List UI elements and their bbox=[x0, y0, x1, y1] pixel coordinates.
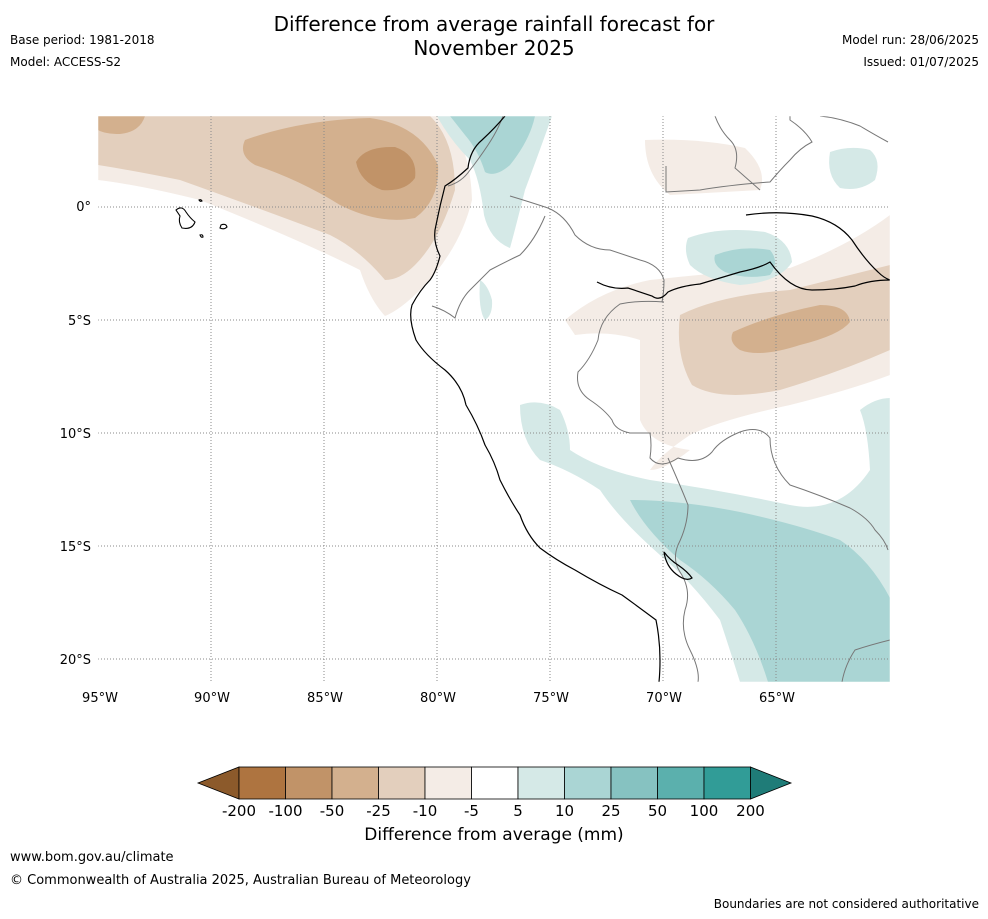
map-frame bbox=[97, 115, 891, 683]
island bbox=[199, 234, 204, 238]
lat-tick-label: 5°S bbox=[68, 314, 91, 329]
lon-tick-label: 70°W bbox=[646, 691, 682, 706]
meta-right: Model run: 28/06/2025 Issued: 01/07/2025 bbox=[842, 29, 979, 73]
coastlines bbox=[410, 116, 890, 682]
border-line bbox=[667, 457, 699, 682]
colorbar-tick-label: 25 bbox=[601, 802, 620, 820]
anomaly-area-dry-east-5b bbox=[645, 139, 763, 195]
colorbar-low-extension bbox=[196, 766, 240, 800]
coastline-river-negro bbox=[745, 212, 890, 281]
base-period: Base period: 1981-2018 bbox=[10, 33, 155, 47]
lon-tick-label: 90°W bbox=[194, 691, 230, 706]
model-name: Model: ACCESS-S2 bbox=[10, 55, 122, 69]
colorbar-tick-label: -10 bbox=[413, 802, 438, 820]
island bbox=[219, 223, 228, 230]
colorbar-high-extension bbox=[750, 766, 793, 800]
coastline-amazon-river bbox=[596, 261, 890, 299]
colorbar-tick-label: -100 bbox=[268, 802, 302, 820]
copyright-notice: © Commonwealth of Australia 2025, Austra… bbox=[10, 873, 471, 888]
colorbar-segment bbox=[564, 766, 612, 800]
model-run: Model run: 28/06/2025 bbox=[841, 33, 979, 47]
colorbar-segment bbox=[517, 766, 565, 800]
latitude-labels: 0° 5°S 10°S 15°S 20°S bbox=[60, 200, 91, 668]
anomaly-area-dry-25b bbox=[98, 116, 145, 134]
lon-tick-label: 75°W bbox=[533, 691, 569, 706]
colorbar-segment bbox=[610, 766, 658, 800]
website-link[interactable]: www.bom.gov.au/climate bbox=[10, 850, 174, 865]
colorbar-tick-label: -5 bbox=[464, 802, 479, 820]
border-line bbox=[714, 116, 761, 191]
colorbar-tick-label: 200 bbox=[736, 802, 765, 820]
coastline-lake-titicaca bbox=[663, 551, 693, 580]
colorbar-tick-label: 100 bbox=[690, 802, 719, 820]
colorbar-tick-label: -25 bbox=[366, 802, 391, 820]
title-line-2: November 2025 bbox=[413, 36, 575, 60]
border-line bbox=[577, 300, 665, 434]
colorbar-segment bbox=[657, 766, 705, 800]
anomaly-area-wet-coast bbox=[479, 280, 493, 320]
anomaly-area-wet-central-10 bbox=[714, 248, 775, 277]
issued-date: Issued: 01/07/2025 bbox=[863, 55, 979, 69]
colorbar-tick-label: 50 bbox=[648, 802, 667, 820]
island bbox=[175, 207, 196, 229]
lat-tick-label: 10°S bbox=[60, 427, 91, 442]
anomaly-area-wet-ne bbox=[829, 147, 878, 189]
colorbar-tick-label: -200 bbox=[222, 802, 256, 820]
colorbar-label: Difference from average (mm) bbox=[364, 825, 624, 845]
border-line bbox=[509, 195, 665, 303]
lon-tick-label: 80°W bbox=[420, 691, 456, 706]
border-line bbox=[431, 215, 546, 319]
map-panel bbox=[97, 115, 891, 683]
border-line bbox=[841, 639, 890, 682]
title-line-1: Difference from average rainfall forecas… bbox=[273, 12, 715, 36]
lat-tick-label: 20°S bbox=[60, 653, 91, 668]
anomaly-area-dry-east-25 bbox=[731, 305, 850, 354]
colorbar-segment bbox=[703, 766, 751, 800]
anomaly-area-wet-north-10 bbox=[450, 116, 535, 174]
lon-tick-label: 85°W bbox=[307, 691, 343, 706]
colorbar-segment bbox=[424, 766, 472, 800]
colorbar-tick-label: 10 bbox=[555, 802, 574, 820]
colorbar-segment bbox=[285, 766, 333, 800]
border-line bbox=[649, 429, 889, 551]
colorbar-tick-label: 5 bbox=[513, 802, 523, 820]
country-borders bbox=[431, 116, 890, 682]
graticule bbox=[98, 116, 890, 682]
anomaly-area-wet-north-5 bbox=[437, 116, 552, 248]
anomaly-area-dry-25 bbox=[242, 118, 439, 220]
colorbar bbox=[196, 766, 793, 800]
lon-tick-label: 65°W bbox=[759, 691, 795, 706]
border-line bbox=[665, 116, 813, 193]
colorbar-tick-label: -50 bbox=[320, 802, 345, 820]
lon-tick-label: 95°W bbox=[82, 691, 118, 706]
anomaly-area-dry-50 bbox=[356, 146, 416, 191]
colorbar-ticks: -200 -100 -50 -25 -10 -5 5 10 25 50 100 … bbox=[222, 802, 765, 820]
colorbar-segment bbox=[471, 766, 519, 800]
lat-tick-label: 15°S bbox=[60, 540, 91, 555]
coastline-mainland bbox=[410, 116, 661, 682]
galapagos-islands bbox=[175, 199, 228, 238]
boundary-disclaimer: Boundaries are not considered authoritat… bbox=[713, 897, 979, 911]
border-line bbox=[447, 116, 504, 187]
border-line bbox=[819, 116, 889, 143]
colorbar-segment bbox=[331, 766, 379, 800]
colorbar-segment bbox=[378, 766, 426, 800]
chart-title: Difference from average rainfall forecas… bbox=[0, 12, 988, 60]
longitude-labels: 95°W 90°W 85°W 80°W 75°W 70°W 65°W bbox=[82, 691, 795, 706]
meta-left: Base period: 1981-2018 Model: ACCESS-S2 bbox=[10, 29, 155, 73]
colorbar-segment bbox=[238, 766, 286, 800]
lat-tick-label: 0° bbox=[76, 200, 91, 215]
island bbox=[198, 199, 203, 202]
